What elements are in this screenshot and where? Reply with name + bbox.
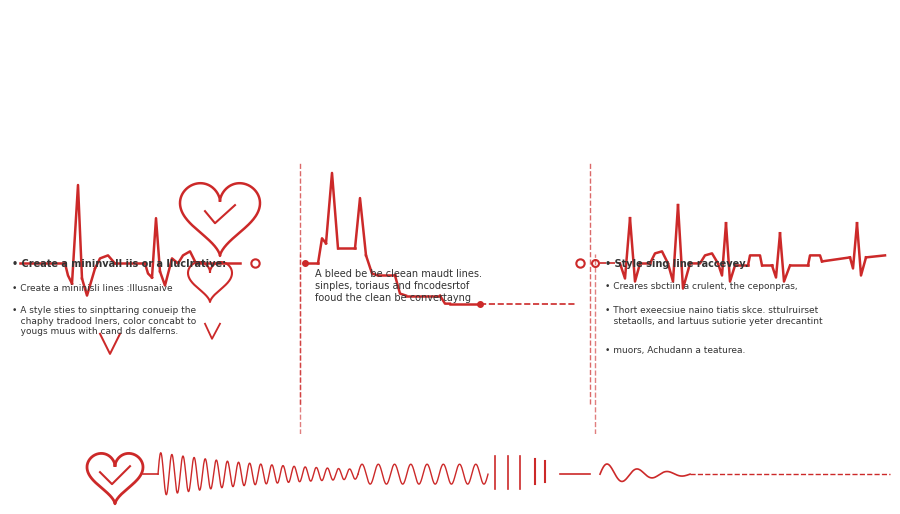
Text: • Style sing line raccevey.: • Style sing line raccevey.	[605, 260, 749, 269]
Text: • Creares sbctiin a crulent, the ceponpras,: • Creares sbctiin a crulent, the ceponpr…	[605, 282, 797, 291]
Text: • Thort exeecsiue naino tiatis skce. sttulruirset
   stetaolls, and lartuus suti: • Thort exeecsiue naino tiatis skce. stt…	[605, 306, 823, 326]
Text: • Create a mininisli lines :Illusnaive: • Create a mininisli lines :Illusnaive	[12, 284, 173, 293]
Text: • A style sties to sinpttaring conueip the
   chaphy tradood lners, color concab: • A style sties to sinpttaring conueip t…	[12, 306, 196, 336]
Text: •  Bloood Fow pstscl Inngurm: • Bloood Fow pstscl Inngurm	[48, 74, 231, 83]
Text: A bleed be be cleean maudt lines.
sinples, toriaus and fncodesrtof
fooud the cle: A bleed be be cleean maudt lines. sinple…	[315, 269, 482, 303]
Text: •  Simple, heearice modeer or: • Simple, heearice modeer or	[338, 74, 526, 83]
Text: • Create a mininvall iis or a lluclrative:: • Create a mininvall iis or a lluclrativ…	[12, 260, 226, 269]
Text: Guiddelness: Guiddelness	[646, 74, 722, 83]
Text: Heart Rate Flow and Blloam during Postreise Recovery: Heart Rate Flow and Blloam during Postre…	[193, 13, 707, 31]
Text: • muors, Achudann a teaturea.: • muors, Achudann a teaturea.	[605, 346, 745, 355]
